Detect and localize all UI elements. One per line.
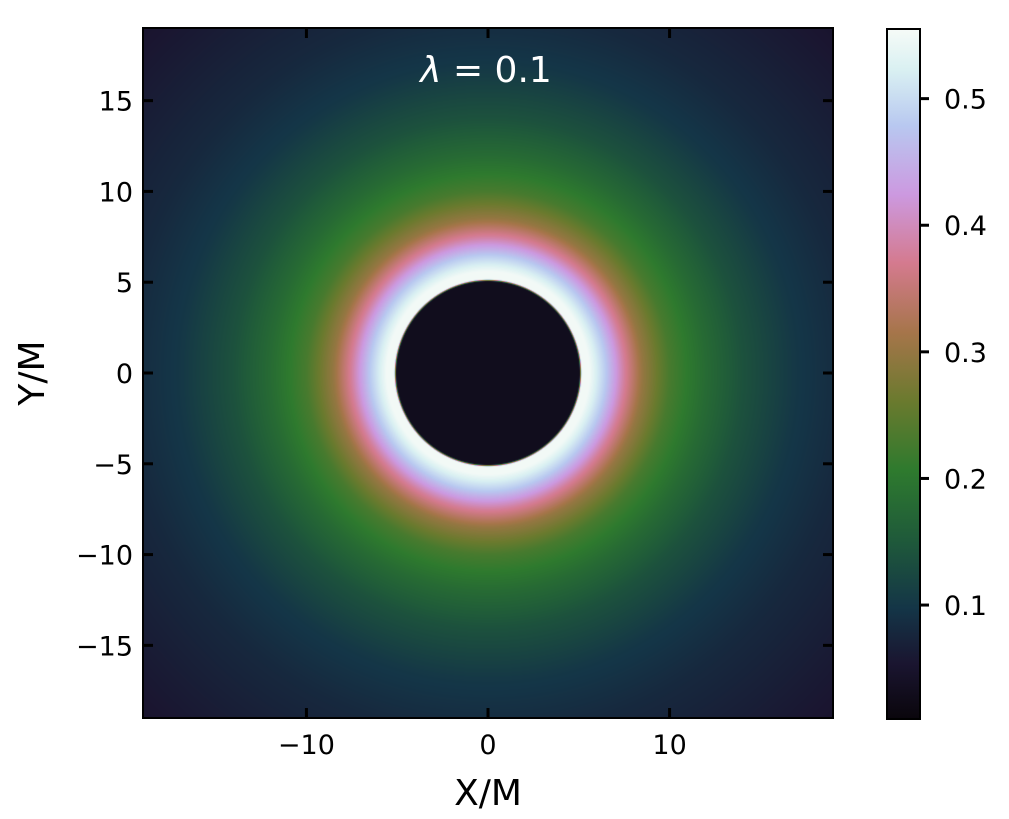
x-tick-label: −10 (278, 730, 335, 761)
colorbar-tick-label: 0.3 (944, 338, 987, 369)
colorbar-tick-label: 0.2 (944, 464, 987, 495)
y-tick-label: −5 (93, 450, 133, 481)
x-tick-label: 0 (479, 730, 496, 761)
y-tick-label: 10 (99, 177, 133, 208)
x-axis-title: X/M (454, 773, 522, 814)
plot-title: λ = 0.1 (418, 50, 552, 91)
colorbar-tick-label: 0.5 (944, 85, 987, 116)
y-tick-label: 0 (116, 359, 133, 390)
title-value: = 0.1 (442, 50, 552, 91)
x-tick-label: 10 (652, 730, 686, 761)
colorbar: 0.1 0.2 0.3 0.4 0.5 (886, 28, 987, 720)
y-tick-label: 5 (116, 268, 133, 299)
y-axis-ticks: −15 −10 −5 0 5 10 15 (76, 87, 833, 662)
colorbar-tick-label: 0.1 (944, 591, 987, 622)
colorbar-frame (886, 28, 921, 720)
y-axis-title: Y/M (12, 340, 53, 406)
y-tick-label: −10 (76, 541, 133, 572)
x-axis-ticks: −10 0 10 (278, 28, 687, 761)
colorbar-tick-label: 0.4 (944, 211, 987, 242)
colorbar-gradient (887, 29, 920, 719)
intensity-image (143, 28, 833, 718)
y-tick-label: 15 (99, 87, 133, 118)
plot-area: −10 0 10 −15 −10 −5 0 5 10 15 λ = 0.1 (76, 27, 834, 761)
title-lambda-symbol: λ (418, 50, 441, 91)
colorbar-ticks: 0.1 0.2 0.3 0.4 0.5 (920, 85, 987, 622)
y-tick-label: −15 (76, 631, 133, 662)
